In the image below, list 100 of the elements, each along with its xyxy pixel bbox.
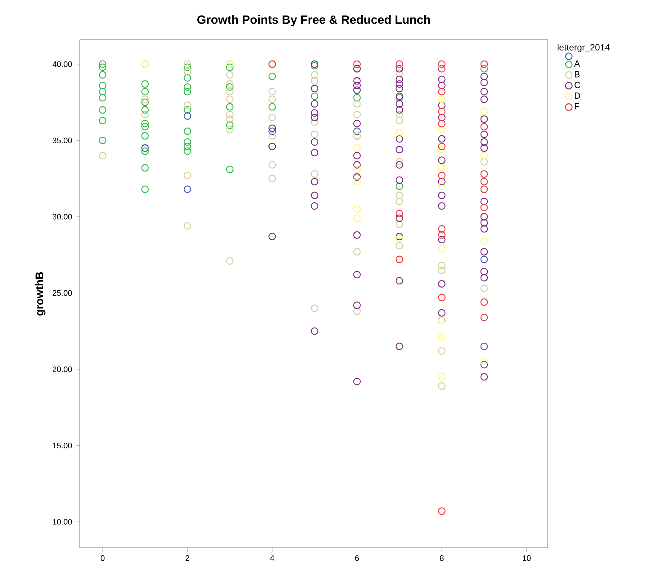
point <box>184 222 192 230</box>
point <box>438 120 446 128</box>
point <box>311 170 319 178</box>
point <box>99 71 107 79</box>
point <box>396 129 404 137</box>
point <box>480 204 488 212</box>
point <box>184 128 192 136</box>
point <box>184 74 192 82</box>
point <box>353 100 361 108</box>
point <box>142 106 150 114</box>
legend-label: A <box>574 60 580 67</box>
point <box>226 257 234 265</box>
point <box>438 294 446 302</box>
point <box>142 144 150 152</box>
point <box>480 186 488 194</box>
point <box>480 238 488 246</box>
point <box>226 88 234 96</box>
point <box>396 192 404 200</box>
point <box>353 248 361 256</box>
point <box>438 245 446 253</box>
point <box>184 143 192 151</box>
point <box>226 80 234 88</box>
point <box>438 108 446 116</box>
point <box>142 98 150 106</box>
point <box>142 120 150 128</box>
point <box>353 110 361 118</box>
point <box>184 68 192 76</box>
point <box>226 103 234 111</box>
point <box>226 71 234 79</box>
point <box>396 158 404 166</box>
point <box>438 266 446 274</box>
point <box>184 102 192 110</box>
point <box>99 152 107 160</box>
point <box>480 123 488 131</box>
point <box>226 122 234 130</box>
point <box>353 206 361 214</box>
legend-label: D <box>575 92 580 99</box>
point <box>268 175 276 183</box>
point <box>99 64 107 72</box>
point <box>480 170 488 178</box>
point <box>438 96 446 104</box>
point <box>396 182 404 190</box>
point <box>438 146 446 154</box>
point <box>480 60 488 68</box>
point <box>353 308 361 316</box>
point <box>226 64 234 72</box>
point <box>142 88 150 96</box>
point <box>311 304 319 312</box>
legend-label: C <box>574 82 580 88</box>
point <box>184 172 192 180</box>
point <box>480 108 488 116</box>
point <box>480 65 488 73</box>
point <box>480 314 488 322</box>
point <box>142 186 150 194</box>
point <box>184 84 192 92</box>
point <box>438 65 446 73</box>
point <box>142 132 150 140</box>
point <box>438 347 446 355</box>
point <box>480 298 488 306</box>
point <box>268 72 276 80</box>
point <box>142 80 150 88</box>
point <box>438 262 446 270</box>
point <box>142 148 150 156</box>
point <box>480 152 488 160</box>
point <box>438 172 446 180</box>
point <box>480 158 488 166</box>
y-axis-title: growthB <box>35 272 46 316</box>
point <box>396 117 404 125</box>
point <box>480 361 488 369</box>
chart-title: Growth Points By Free & Reduced Lunch <box>198 15 430 26</box>
legend-label: F <box>575 103 580 110</box>
point <box>438 382 446 390</box>
point <box>396 256 404 264</box>
point <box>184 186 192 194</box>
point <box>226 84 234 92</box>
point <box>184 64 192 72</box>
point <box>226 126 234 134</box>
legend-title: lettergr_2014 <box>558 44 610 53</box>
point <box>438 88 446 96</box>
point <box>99 106 107 114</box>
point <box>268 128 276 136</box>
point <box>226 166 234 174</box>
point <box>184 106 192 114</box>
point <box>99 94 107 102</box>
point <box>353 144 361 152</box>
point <box>184 112 192 120</box>
point <box>99 136 107 144</box>
point <box>142 164 150 172</box>
point <box>480 342 488 350</box>
point <box>396 242 404 250</box>
point <box>438 60 446 68</box>
point <box>268 161 276 169</box>
point <box>99 88 107 96</box>
point <box>480 284 488 292</box>
point <box>438 508 446 516</box>
point <box>438 225 446 233</box>
point <box>142 96 150 104</box>
point <box>311 71 319 79</box>
point <box>268 103 276 111</box>
point <box>226 96 234 104</box>
